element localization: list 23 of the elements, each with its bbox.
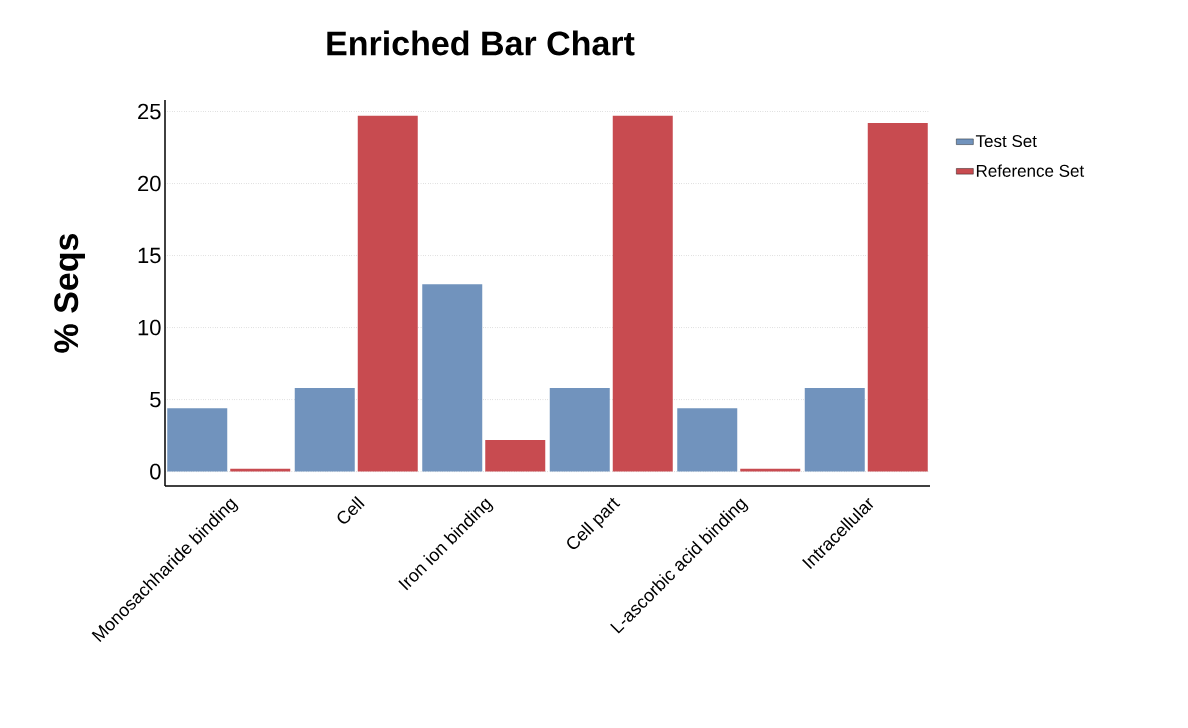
y-tick-label: 5 — [150, 391, 161, 408]
bar — [549, 388, 610, 472]
bar — [230, 468, 291, 472]
bar — [740, 468, 801, 472]
y-tick-label: 0 — [150, 463, 161, 480]
y-tick-label: 15 — [138, 247, 161, 264]
bar — [167, 408, 228, 472]
legend-label: Reference Set — [976, 164, 1085, 177]
y-tick-label: 20 — [138, 175, 161, 192]
y-tick-label: 25 — [138, 103, 161, 120]
bar — [867, 123, 928, 472]
bar — [294, 388, 355, 472]
bar — [677, 408, 738, 472]
bar — [422, 284, 483, 472]
chart-title: Enriched Bar Chart — [327, 30, 635, 56]
x-tick-label: Cell — [337, 496, 365, 524]
y-tick-label: 10 — [138, 319, 161, 336]
bar — [612, 115, 673, 472]
bar — [485, 439, 546, 472]
y-axis-title: % Seqs — [54, 233, 85, 353]
bar — [357, 115, 418, 472]
legend-label: Test Set — [975, 135, 1037, 148]
bar — [804, 388, 865, 472]
